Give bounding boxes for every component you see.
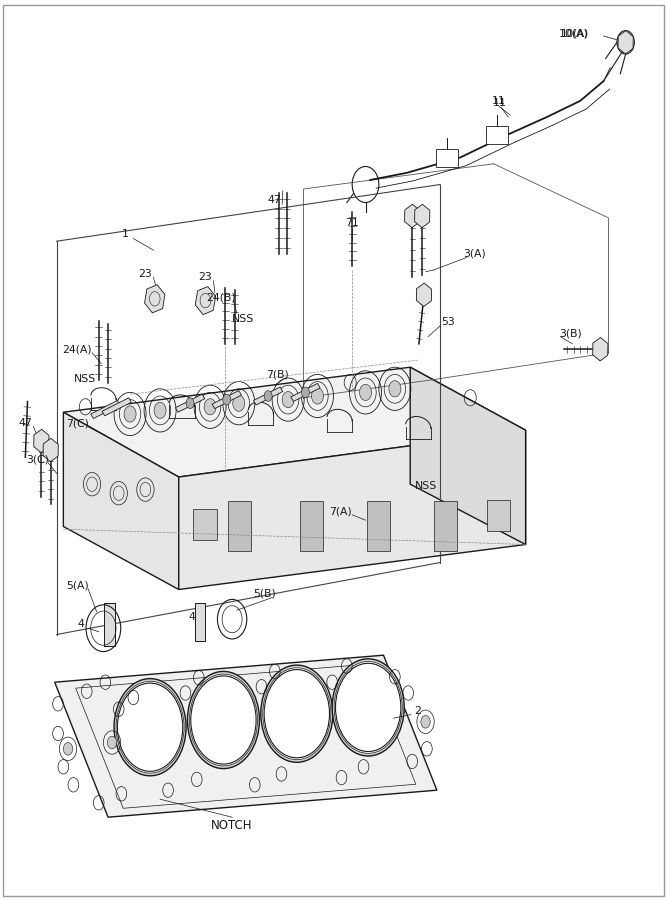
Text: 10(A): 10(A) [561,28,589,39]
Polygon shape [145,284,165,313]
Bar [436,148,458,166]
Polygon shape [291,383,320,401]
Bar [228,501,251,551]
Circle shape [621,36,630,49]
Circle shape [187,671,259,769]
Text: 7(C): 7(C) [66,418,89,428]
Circle shape [107,736,117,749]
Text: 3(B): 3(B) [559,328,582,338]
Circle shape [223,394,231,405]
Polygon shape [34,429,49,453]
Circle shape [263,668,331,760]
Polygon shape [410,367,526,544]
Polygon shape [416,284,432,307]
Text: NSS: NSS [74,374,97,384]
Polygon shape [175,394,205,412]
Text: 1: 1 [122,229,129,239]
Circle shape [154,402,166,418]
Circle shape [114,679,186,776]
Polygon shape [212,391,241,409]
Text: 4: 4 [78,618,85,629]
Text: 11: 11 [494,97,507,108]
Text: 5(A): 5(A) [66,580,89,590]
Polygon shape [91,400,120,418]
Circle shape [189,674,257,766]
Circle shape [301,387,309,398]
Polygon shape [253,387,283,405]
Text: 24(A): 24(A) [62,344,91,355]
Circle shape [332,659,404,756]
Polygon shape [55,655,437,817]
Circle shape [63,742,73,755]
Circle shape [264,391,272,401]
Circle shape [421,716,430,728]
Polygon shape [618,31,633,54]
Bar [193,508,217,540]
Bar [367,501,390,551]
Text: 11: 11 [492,95,506,106]
Text: 2: 2 [414,706,421,716]
Polygon shape [415,204,430,228]
Text: 23: 23 [199,272,212,283]
Polygon shape [405,204,420,228]
Circle shape [334,662,402,753]
Text: NOTCH: NOTCH [211,819,253,832]
Text: 3(C): 3(C) [26,454,49,464]
Text: 53: 53 [442,317,455,328]
Circle shape [124,406,136,422]
Text: 5(B): 5(B) [253,589,275,599]
Text: 7(A): 7(A) [329,506,352,517]
Polygon shape [593,338,608,361]
Circle shape [311,388,323,404]
Text: 4: 4 [189,611,195,622]
Text: 23: 23 [139,268,152,279]
Circle shape [282,392,294,408]
Polygon shape [63,412,179,590]
Bar [434,501,457,551]
Text: 7(B): 7(B) [266,369,289,380]
Circle shape [389,381,401,397]
Text: 47: 47 [268,194,281,205]
Circle shape [360,384,372,400]
Text: 24(B): 24(B) [207,292,236,302]
Polygon shape [102,398,131,416]
Bar [104,603,115,646]
Polygon shape [179,430,526,590]
Text: 71: 71 [346,218,359,229]
Text: NSS: NSS [232,313,255,324]
Circle shape [204,399,216,415]
Text: 47: 47 [19,418,32,428]
Bar [487,500,510,531]
Polygon shape [195,286,215,315]
Polygon shape [43,438,58,462]
Circle shape [261,665,333,762]
Bar [195,603,205,641]
Circle shape [116,681,184,773]
Bar [300,501,323,551]
Text: 3(A): 3(A) [464,248,486,259]
Circle shape [186,398,194,409]
Circle shape [233,395,245,411]
Bar [486,126,508,144]
Polygon shape [63,367,526,477]
Text: 10(A): 10(A) [559,28,589,39]
Text: NSS: NSS [414,481,437,491]
